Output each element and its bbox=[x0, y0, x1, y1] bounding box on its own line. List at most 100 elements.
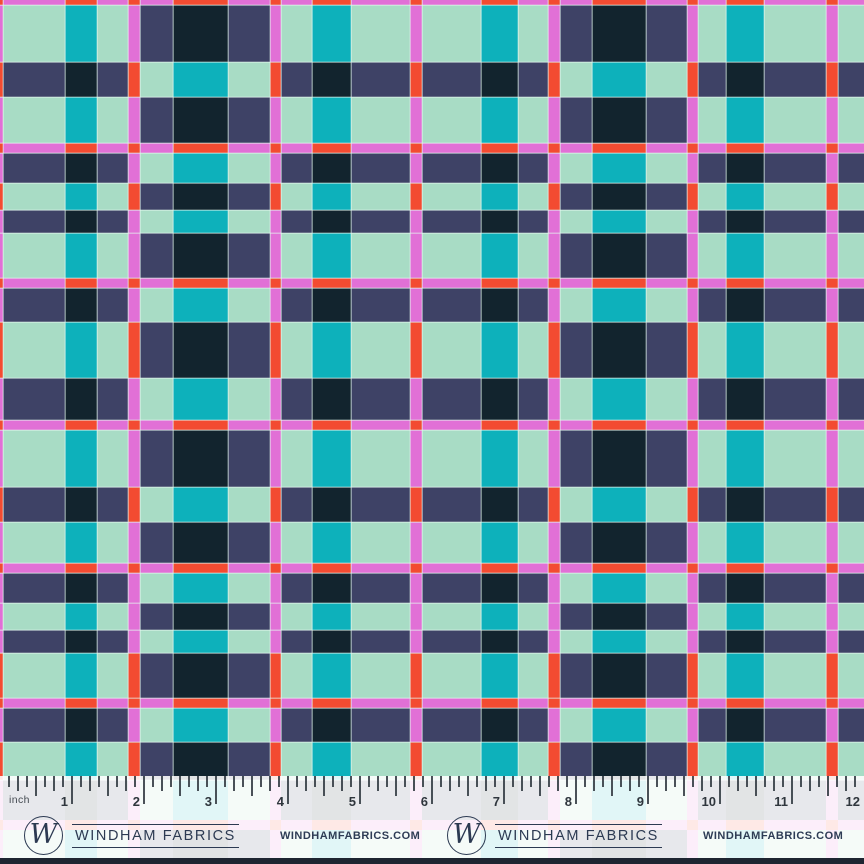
plaid-cell bbox=[0, 153, 3, 183]
weave-hairline-horizontal bbox=[0, 232, 864, 234]
plaid-cell bbox=[228, 0, 270, 5]
brand-logo-circle: W bbox=[24, 816, 63, 855]
plaid-cell bbox=[687, 5, 698, 62]
plaid-cell bbox=[3, 742, 65, 780]
plaid-cell bbox=[228, 708, 270, 742]
ruler-tick bbox=[8, 776, 10, 787]
plaid-cell bbox=[228, 5, 270, 62]
plaid-cell bbox=[646, 143, 687, 153]
plaid-cell bbox=[270, 210, 281, 233]
plaid-cell bbox=[281, 653, 312, 698]
plaid-cell bbox=[65, 322, 97, 378]
plaid-cell bbox=[687, 210, 698, 233]
plaid-cell bbox=[351, 233, 410, 278]
plaid-cell bbox=[646, 5, 687, 62]
plaid-cell bbox=[481, 522, 518, 563]
ruler-tick bbox=[593, 776, 595, 791]
weave-hairline-horizontal bbox=[0, 572, 864, 574]
ruler-number: 10 bbox=[702, 794, 716, 809]
plaid-cell bbox=[65, 708, 97, 742]
plaid-cell bbox=[281, 630, 312, 653]
plaid-cell bbox=[764, 278, 826, 288]
plaid-cell bbox=[410, 603, 422, 630]
plaid-cell bbox=[410, 430, 422, 487]
plaid-cell bbox=[518, 708, 548, 742]
ruler-tick bbox=[656, 776, 658, 787]
plaid-cell bbox=[687, 563, 698, 573]
plaid-cell bbox=[481, 487, 518, 522]
plaid-cell bbox=[560, 278, 592, 288]
plaid-cell bbox=[687, 183, 698, 210]
plaid-cell bbox=[173, 522, 228, 563]
plaid-cell bbox=[410, 143, 422, 153]
plaid-cell bbox=[646, 742, 687, 780]
plaid-cell bbox=[548, 278, 560, 288]
plaid-cell bbox=[65, 430, 97, 487]
plaid-cell bbox=[173, 233, 228, 278]
plaid-cell bbox=[351, 153, 410, 183]
ruler-tick bbox=[35, 776, 37, 796]
weave-hairline-horizontal bbox=[0, 629, 864, 631]
plaid-cell bbox=[560, 378, 592, 420]
weave-hairline-vertical bbox=[825, 0, 827, 780]
plaid-cell bbox=[592, 233, 646, 278]
ruler-unit-label: inch bbox=[9, 794, 30, 806]
plaid-cell bbox=[726, 278, 764, 288]
plaid-cell bbox=[838, 698, 864, 708]
plaid-cell bbox=[97, 378, 128, 420]
plaid-cell bbox=[65, 0, 97, 5]
ruler-number: 2 bbox=[133, 794, 140, 809]
plaid-cell bbox=[592, 522, 646, 563]
ruler-tick bbox=[574, 776, 578, 804]
plaid-cell bbox=[422, 143, 481, 153]
plaid-cell bbox=[312, 573, 351, 603]
plaid-cell bbox=[838, 522, 864, 563]
ruler-tick bbox=[710, 776, 712, 787]
plaid-cell bbox=[646, 487, 687, 522]
plaid-cell bbox=[312, 630, 351, 653]
plaid-cell bbox=[518, 698, 548, 708]
plaid-cell bbox=[764, 653, 826, 698]
ruler-tick bbox=[377, 776, 379, 791]
weave-hairline-horizontal bbox=[0, 486, 864, 488]
plaid-cell bbox=[518, 210, 548, 233]
plaid-cell bbox=[826, 522, 838, 563]
brand-website: WINDHAMFABRICS.COM bbox=[702, 829, 844, 842]
plaid-cell bbox=[140, 143, 173, 153]
plaid-cell bbox=[422, 378, 481, 420]
ruler-tick bbox=[818, 776, 820, 787]
plaid-cell bbox=[65, 5, 97, 62]
plaid-cell bbox=[173, 288, 228, 322]
plaid-cell bbox=[687, 278, 698, 288]
plaid-cell bbox=[97, 183, 128, 210]
plaid-cell bbox=[173, 378, 228, 420]
plaid-cell bbox=[422, 183, 481, 210]
ruler-tick bbox=[142, 776, 146, 804]
plaid-cell bbox=[560, 698, 592, 708]
plaid-cell bbox=[97, 288, 128, 322]
ruler-tick bbox=[44, 776, 46, 787]
plaid-cell bbox=[422, 430, 481, 487]
plaid-cell bbox=[548, 630, 560, 653]
ruler-tick bbox=[485, 776, 487, 791]
ruler-tick bbox=[539, 776, 541, 796]
plaid-cell bbox=[410, 210, 422, 233]
weave-hairline-horizontal bbox=[0, 142, 864, 144]
ruler-tick bbox=[134, 776, 136, 787]
plaid-cell bbox=[128, 487, 140, 522]
plaid-cell bbox=[646, 0, 687, 5]
plaid-cell bbox=[726, 563, 764, 573]
plaid-cell bbox=[764, 5, 826, 62]
plaid-cell bbox=[410, 522, 422, 563]
plaid-cell bbox=[97, 233, 128, 278]
plaid-cell bbox=[410, 5, 422, 62]
ruler-tick bbox=[692, 776, 694, 787]
plaid-cell bbox=[726, 210, 764, 233]
ruler-tick bbox=[98, 776, 100, 787]
plaid-cell bbox=[0, 487, 3, 522]
plaid-cell bbox=[548, 563, 560, 573]
plaid-cell bbox=[646, 210, 687, 233]
ruler-tick bbox=[314, 776, 316, 787]
plaid-cell bbox=[592, 62, 646, 97]
plaid-cell bbox=[140, 0, 173, 5]
